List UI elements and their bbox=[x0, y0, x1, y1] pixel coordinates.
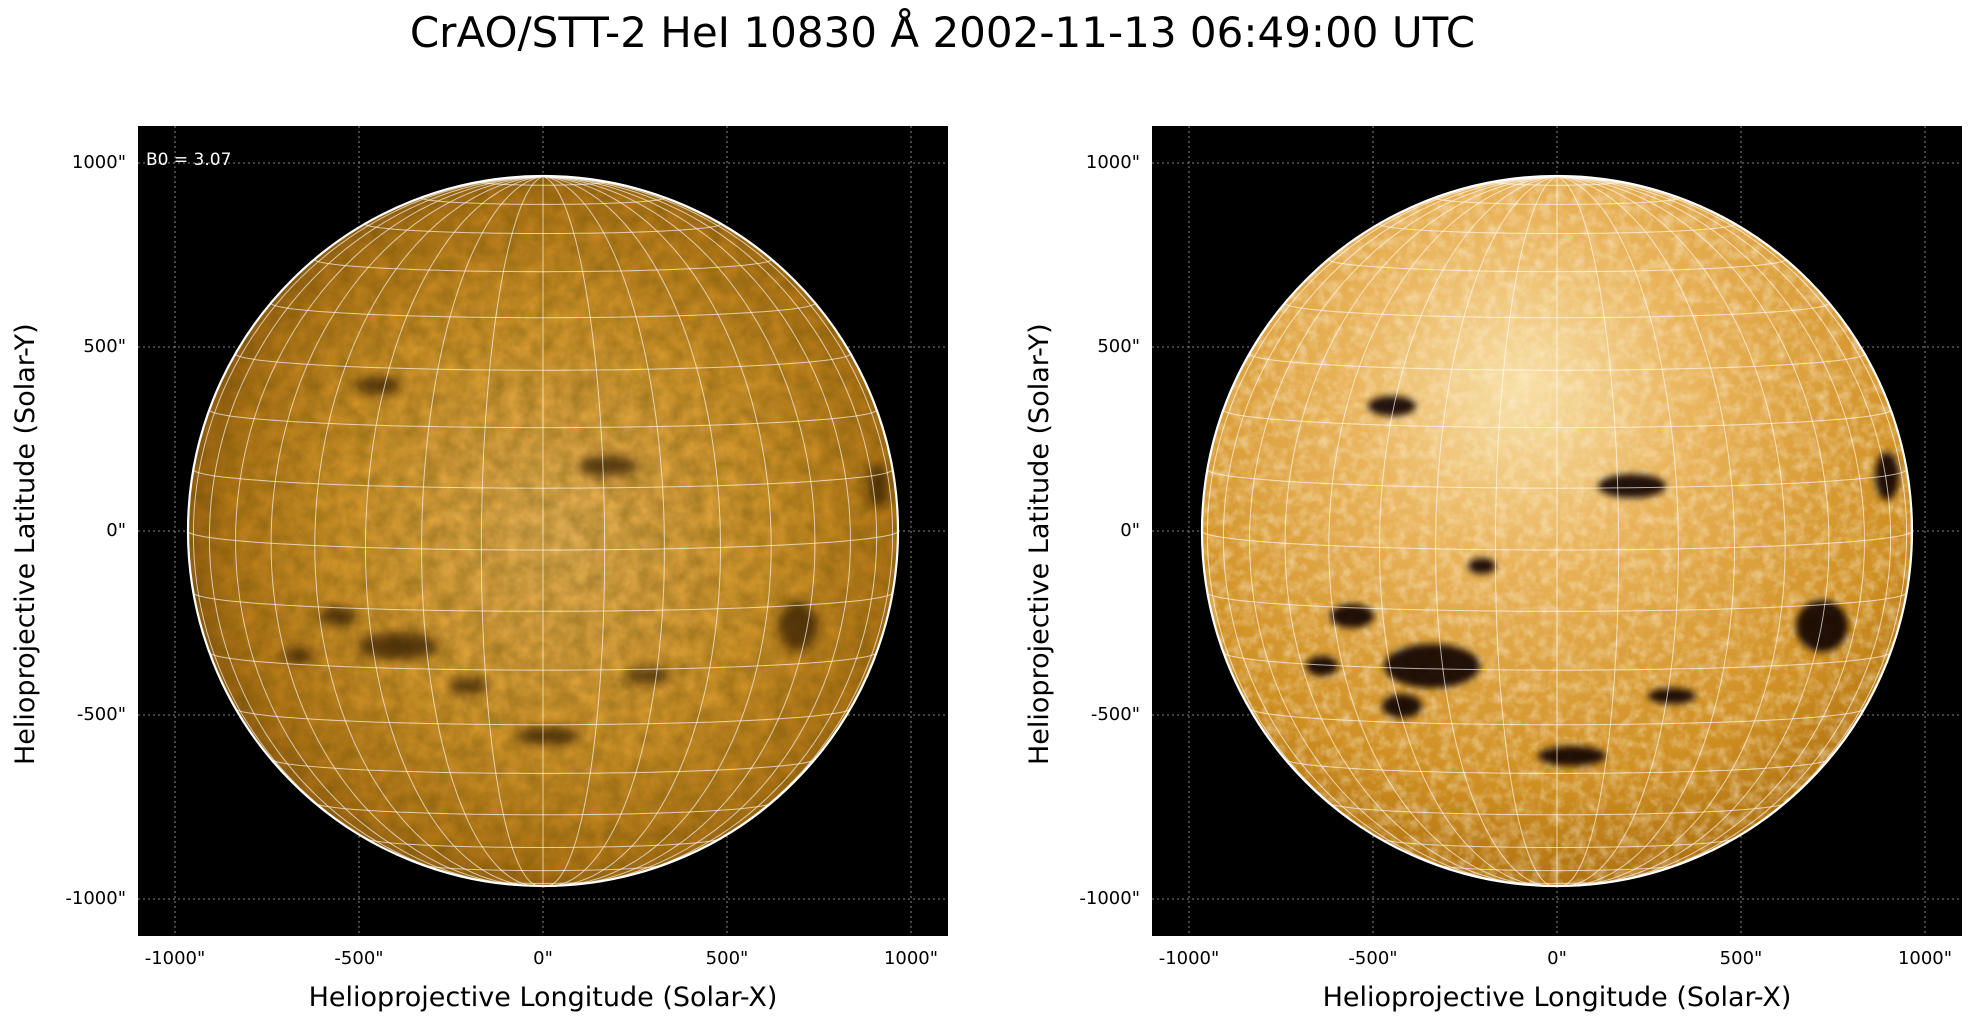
longitude-gridline bbox=[1556, 176, 1736, 886]
longitude-gridline bbox=[542, 176, 606, 886]
longitude-gridline bbox=[542, 176, 851, 884]
x-tick-label: -500" bbox=[1348, 948, 1398, 969]
longitude-gridline bbox=[364, 176, 544, 886]
longitude-gridline bbox=[314, 176, 544, 886]
longitude-gridline bbox=[1249, 176, 1558, 884]
right-solar-image-panel bbox=[1152, 126, 1962, 936]
longitude-gridline bbox=[480, 176, 544, 886]
left-solar-image-panel: B0 = 3.07 bbox=[138, 126, 948, 936]
longitude-gridline bbox=[1435, 176, 1558, 886]
left-x-axis-label: Helioprojective Longitude (Solar-X) bbox=[308, 982, 778, 1013]
x-tick-label: -1000" bbox=[1158, 948, 1220, 969]
longitude-gridline bbox=[1378, 176, 1558, 886]
x-tick-label: -500" bbox=[334, 948, 384, 969]
longitude-gridline bbox=[1284, 176, 1558, 886]
x-tick-label: 1000" bbox=[1897, 948, 1953, 969]
x-tick-label: 0" bbox=[1547, 948, 1567, 969]
longitude-gridline bbox=[542, 176, 816, 886]
longitude-gridline bbox=[1222, 176, 1558, 882]
longitude-gridline bbox=[1556, 176, 1620, 886]
longitude-gridline bbox=[542, 176, 772, 886]
longitude-gridline bbox=[1556, 176, 1679, 886]
x-tick-label: -1000" bbox=[144, 948, 206, 969]
limb-circle bbox=[1200, 174, 1914, 888]
longitude-gridline bbox=[1556, 176, 1865, 884]
longitude-gridline bbox=[542, 176, 878, 882]
longitude-gridline bbox=[1556, 176, 1908, 870]
y-tick-label: 0" bbox=[106, 520, 126, 541]
right-y-axis-label: Helioprojective Latitude (Solar-Y) bbox=[1024, 323, 1055, 765]
limb-circle bbox=[186, 174, 900, 888]
longitude-gridline bbox=[192, 176, 544, 870]
y-tick-label: 1000" bbox=[1085, 152, 1140, 173]
right-x-axis-label: Helioprojective Longitude (Solar-X) bbox=[1322, 982, 1792, 1013]
x-tick-label: 500" bbox=[705, 948, 749, 969]
y-tick-label: 0" bbox=[1120, 520, 1140, 541]
x-tick-label: 500" bbox=[1719, 948, 1763, 969]
longitude-gridline bbox=[1556, 176, 1786, 886]
y-tick-label: -1000" bbox=[65, 888, 126, 909]
b0-annotation: B0 = 3.07 bbox=[146, 150, 232, 170]
longitude-gridline bbox=[542, 176, 722, 886]
left-y-axis-label: Helioprojective Latitude (Solar-Y) bbox=[10, 323, 41, 765]
y-tick-label: 1000" bbox=[71, 152, 126, 173]
longitude-gridline bbox=[542, 176, 894, 870]
longitude-gridline bbox=[1328, 176, 1558, 886]
y-tick-label: -500" bbox=[1090, 704, 1140, 725]
longitude-gridline bbox=[1556, 176, 1830, 886]
dark-filaments bbox=[284, 377, 888, 745]
y-tick-label: -500" bbox=[76, 704, 126, 725]
longitude-gridline bbox=[270, 176, 544, 886]
right-solar-image bbox=[1152, 126, 1962, 936]
figure-title: CrAO/STT-2 HeI 10830 Å 2002-11-13 06:49:… bbox=[409, 8, 1476, 57]
left-solar-image bbox=[138, 126, 948, 936]
y-tick-label: -1000" bbox=[1079, 888, 1140, 909]
x-tick-label: 1000" bbox=[883, 948, 939, 969]
longitude-gridline bbox=[1206, 176, 1558, 870]
longitude-gridline bbox=[421, 176, 544, 886]
longitude-gridline bbox=[235, 176, 544, 884]
y-tick-label: 500" bbox=[83, 336, 126, 357]
longitude-gridline bbox=[208, 176, 544, 882]
longitude-gridline bbox=[542, 176, 665, 886]
y-tick-label: 500" bbox=[1097, 336, 1140, 357]
longitude-gridline bbox=[1494, 176, 1558, 886]
x-tick-label: 0" bbox=[533, 948, 553, 969]
longitude-gridline bbox=[1556, 176, 1892, 882]
